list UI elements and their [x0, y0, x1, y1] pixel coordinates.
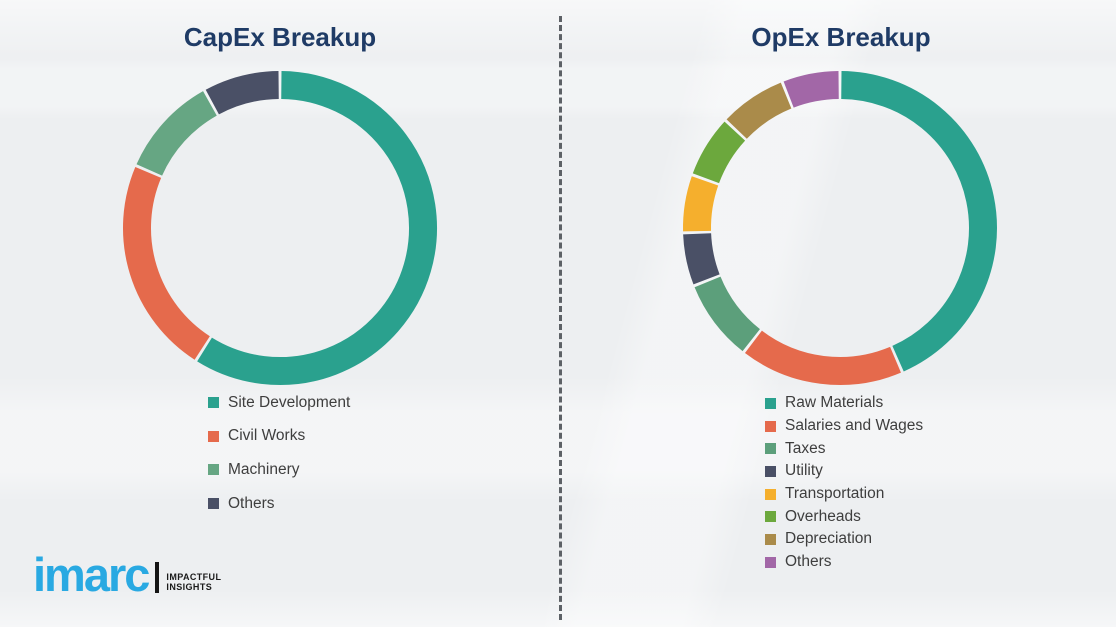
- legend-swatch: [765, 465, 776, 477]
- capex-legend-label: Civil Works: [228, 427, 306, 445]
- capex-legend-item: Machinery: [208, 453, 350, 487]
- opex-legend-item: Transportation: [765, 483, 923, 506]
- opex-legend-item: Utility: [765, 460, 923, 483]
- opex-legend-item: Others: [765, 551, 923, 574]
- capex-legend-label: Machinery: [228, 460, 300, 478]
- opex-legend-label: Depreciation: [785, 530, 873, 548]
- legend-swatch: [765, 533, 776, 545]
- legend-swatch: [765, 556, 776, 568]
- opex-segment-salaries-and-wages: [744, 330, 901, 385]
- logo-divider-bar: [155, 561, 160, 593]
- legend-swatch: [765, 443, 776, 455]
- opex-segment-depreciation: [726, 82, 792, 140]
- capex-legend-item: Others: [208, 487, 350, 521]
- opex-segment-transportation: [683, 176, 719, 232]
- opex-legend-item: Overheads: [765, 505, 923, 528]
- capex-chart-title: CapEx Breakup: [183, 22, 377, 52]
- opex-chart-title: OpEx Breakup: [751, 22, 931, 52]
- legend-swatch: [765, 420, 776, 432]
- legend-swatch: [765, 397, 776, 409]
- legend-swatch: [765, 488, 776, 500]
- opex-legend-item: Raw Materials: [765, 392, 923, 415]
- opex-segment-utility: [683, 232, 720, 285]
- dashed-divider-line: [559, 16, 562, 620]
- capex-legend-label: Others: [228, 494, 275, 512]
- legend-swatch: [765, 511, 776, 523]
- logo-tagline-line2: INSIGHTS: [166, 581, 213, 592]
- opex-legend-label: Raw Materials: [785, 394, 884, 412]
- opex-legend-label: Others: [785, 553, 832, 571]
- capex-legend-label: Site Development: [228, 393, 351, 411]
- opex-legend-label: Utility: [785, 462, 823, 480]
- opex-legend-label: Taxes: [785, 439, 826, 457]
- capex-segment-others: [205, 71, 280, 115]
- opex-legend-item: Salaries and Wages: [765, 415, 923, 438]
- capex-legend-item: Site Development: [208, 386, 350, 420]
- opex-legend-item: Depreciation: [765, 528, 923, 551]
- capex-donut-chart: [123, 71, 437, 385]
- logo-tagline: IMPACTFUL INSIGHTS: [166, 572, 221, 595]
- opex-panel: OpEx Breakup: [676, 0, 1006, 53]
- capex-segment-machinery: [136, 91, 218, 176]
- opex-segment-overheads: [692, 121, 746, 184]
- logo-tagline-line1: IMPACTFUL: [166, 571, 222, 582]
- opex-segment-others: [783, 71, 840, 108]
- opex-legend-label: Transportation: [785, 485, 885, 503]
- capex-legend: Site Development Civil Works Machinery Othe…: [208, 386, 350, 520]
- opex-segment-taxes: [694, 276, 761, 352]
- legend-swatch: [208, 464, 219, 476]
- opex-legend-label: Salaries and Wages: [785, 417, 924, 435]
- legend-swatch: [208, 430, 219, 442]
- opex-legend-label: Overheads: [785, 507, 861, 525]
- legend-swatch: [208, 498, 219, 510]
- opex-legend: Raw Materials Salaries and Wages Taxes Util…: [765, 392, 923, 574]
- imarc-logo-wordmark: imarc: [33, 548, 150, 601]
- opex-donut-chart: [683, 71, 997, 385]
- capex-segment-civil-works: [123, 167, 211, 360]
- opex-legend-item: Taxes: [765, 437, 923, 460]
- legend-swatch: [208, 397, 219, 409]
- imarc-logo: imarc IMPACTFUL INSIGHTS: [33, 548, 221, 601]
- capex-segment-site-development: [197, 71, 437, 385]
- capex-legend-item: Civil Works: [208, 420, 350, 454]
- opex-segment-raw-materials: [841, 71, 997, 372]
- capex-panel: CapEx Breakup: [115, 0, 445, 53]
